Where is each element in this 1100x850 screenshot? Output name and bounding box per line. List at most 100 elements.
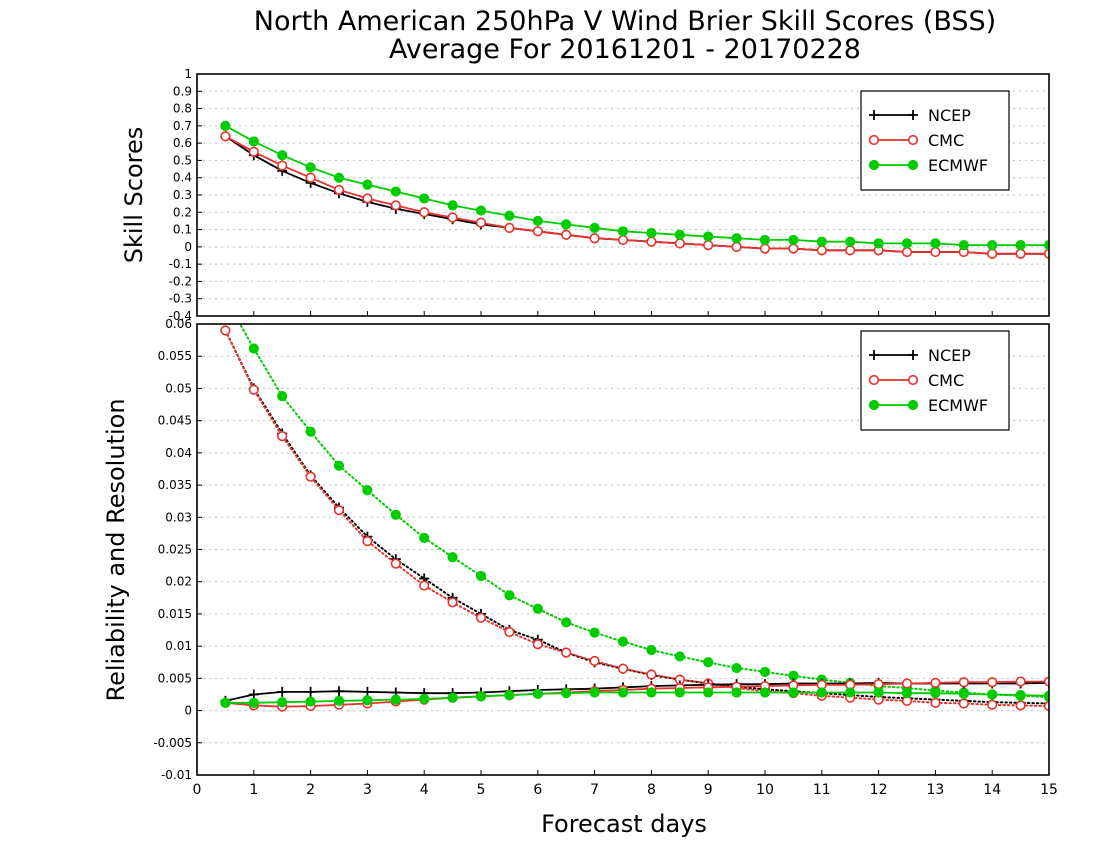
data-point-ecmwf: [901, 688, 913, 699]
data-point-cmc: [845, 245, 856, 256]
data-point-cmc: [390, 558, 401, 569]
y-tick-label: 0: [184, 704, 192, 718]
data-point-ecmwf: [561, 688, 572, 699]
y-tick-label: 0.6: [173, 136, 192, 150]
y-tick-label: -0.01: [161, 768, 192, 782]
data-point-cmc: [901, 678, 913, 689]
data-point-ecmwf: [987, 240, 998, 251]
y-tick-label: 0.06: [165, 317, 192, 331]
x-tick-label: 11: [813, 782, 831, 798]
bottom-panel-reliability-resolution: 0.060.0550.050.0450.040.0350.030.0250.02…: [153, 317, 1058, 798]
y-tick-label: 0.2: [173, 205, 192, 219]
data-point-ecmwf: [759, 666, 771, 678]
legend-marker-ecmwf: [907, 399, 919, 411]
x-tick-label: 6: [533, 782, 542, 798]
data-point-ecmwf: [674, 229, 685, 240]
data-point-ecmwf: [447, 200, 458, 211]
x-tick-label: 8: [647, 782, 656, 798]
data-point-cmc: [1015, 676, 1026, 687]
data-point-ecmwf: [873, 238, 884, 249]
data-point-ecmwf: [419, 532, 430, 544]
data-point-cmc: [248, 384, 259, 395]
data-point-cmc: [532, 639, 543, 650]
x-tick-label: 2: [306, 782, 315, 798]
data-point-ecmwf: [703, 687, 714, 698]
y-tick-label: -0.3: [169, 292, 192, 306]
data-point-cmc: [759, 243, 771, 254]
x-tick-label: 12: [870, 782, 888, 798]
y-tick-label: 0.3: [173, 188, 192, 202]
legend-marker-cmc: [868, 134, 880, 146]
data-point-ecmwf: [419, 193, 430, 204]
y-tick-label: 0.9: [173, 84, 192, 98]
data-point-ecmwf: [788, 234, 799, 246]
data-point-ecmwf: [617, 636, 629, 647]
data-point-ecmwf: [362, 179, 373, 190]
data-point-cmc: [305, 172, 316, 183]
data-point-ecmwf: [1015, 240, 1026, 251]
data-point-ecmwf: [759, 234, 771, 246]
data-point-ecmwf: [362, 695, 373, 706]
y-tick-label: 0.5: [173, 153, 192, 167]
data-point-ecmwf: [475, 205, 487, 216]
y-tick-label: 0.04: [165, 446, 192, 460]
data-point-ecmwf: [532, 688, 543, 699]
legend-marker-ecmwf: [868, 159, 880, 171]
data-point-ecmwf: [674, 651, 685, 662]
data-point-cmc: [788, 243, 799, 254]
data-point-cmc: [589, 655, 600, 667]
data-point-ecmwf: [901, 238, 913, 249]
data-point-ecmwf: [248, 136, 259, 147]
data-point-cmc: [305, 471, 316, 482]
data-point-ecmwf: [475, 570, 487, 582]
data-point-cmc: [504, 222, 515, 233]
data-point-cmc: [532, 226, 543, 237]
data-point-ecmwf: [930, 688, 941, 699]
data-point-cmc: [617, 663, 629, 674]
data-point-ecmwf: [816, 236, 827, 247]
x-tick-label: 13: [926, 782, 944, 798]
y-tick-label: 0.4: [173, 171, 192, 185]
y-tick-label: 0.015: [158, 607, 192, 621]
bottom-panel-ylabel: Reliability and Resolution: [102, 398, 130, 701]
data-point-ecmwf: [873, 687, 884, 698]
x-tick-label: 14: [983, 782, 1001, 798]
y-tick-label: -0.1: [169, 257, 192, 271]
data-point-cmc: [987, 699, 998, 710]
data-point-ecmwf: [248, 697, 259, 708]
data-point-ecmwf: [532, 215, 543, 227]
y-tick-label: 0.03: [165, 510, 192, 524]
data-point-ecmwf: [532, 603, 543, 614]
data-point-cmc: [901, 246, 913, 258]
data-point-cmc: [419, 580, 430, 591]
chart-title-line1: North American 250hPa V Wind Brier Skill…: [254, 6, 996, 37]
data-point-cmc: [248, 146, 259, 157]
data-point-cmc: [333, 184, 345, 195]
data-point-cmc: [1015, 248, 1026, 259]
data-point-ecmwf: [617, 226, 629, 237]
legend-marker-ncep: [869, 350, 879, 360]
data-point-ecmwf: [930, 238, 941, 249]
data-point-ecmwf: [1043, 240, 1049, 251]
data-point-cmc: [703, 240, 714, 251]
data-point-ecmwf: [390, 186, 401, 197]
data-point-cmc: [362, 193, 373, 204]
data-point-ecmwf: [419, 693, 430, 705]
y-tick-label: 0: [184, 240, 192, 254]
data-point-cmc: [277, 431, 288, 442]
y-tick-label: 0.7: [173, 119, 192, 133]
x-tick-label: 15: [1040, 782, 1058, 798]
top-panel-skill-scores: 1 0.9 0.8 0.7 0.6 0.5 0.4 0.3 0.2 0.1 0 -0.1 -0.2 -0.…: [169, 67, 1050, 323]
data-point-ecmwf: [504, 690, 515, 701]
y-tick-label: 0.02: [165, 575, 192, 589]
data-point-ecmwf: [1015, 690, 1026, 701]
data-point-ecmwf: [987, 689, 998, 700]
legend-label-ecmwf: ECMWF: [928, 156, 988, 175]
data-point-cmc: [1015, 700, 1026, 711]
data-point-ecmwf: [447, 692, 458, 703]
data-point-ecmwf: [277, 391, 288, 402]
series-group: [220, 324, 1049, 712]
data-point-ecmwf: [305, 696, 316, 707]
data-point-ecmwf: [731, 233, 742, 244]
x-tick-label: 10: [756, 782, 774, 798]
